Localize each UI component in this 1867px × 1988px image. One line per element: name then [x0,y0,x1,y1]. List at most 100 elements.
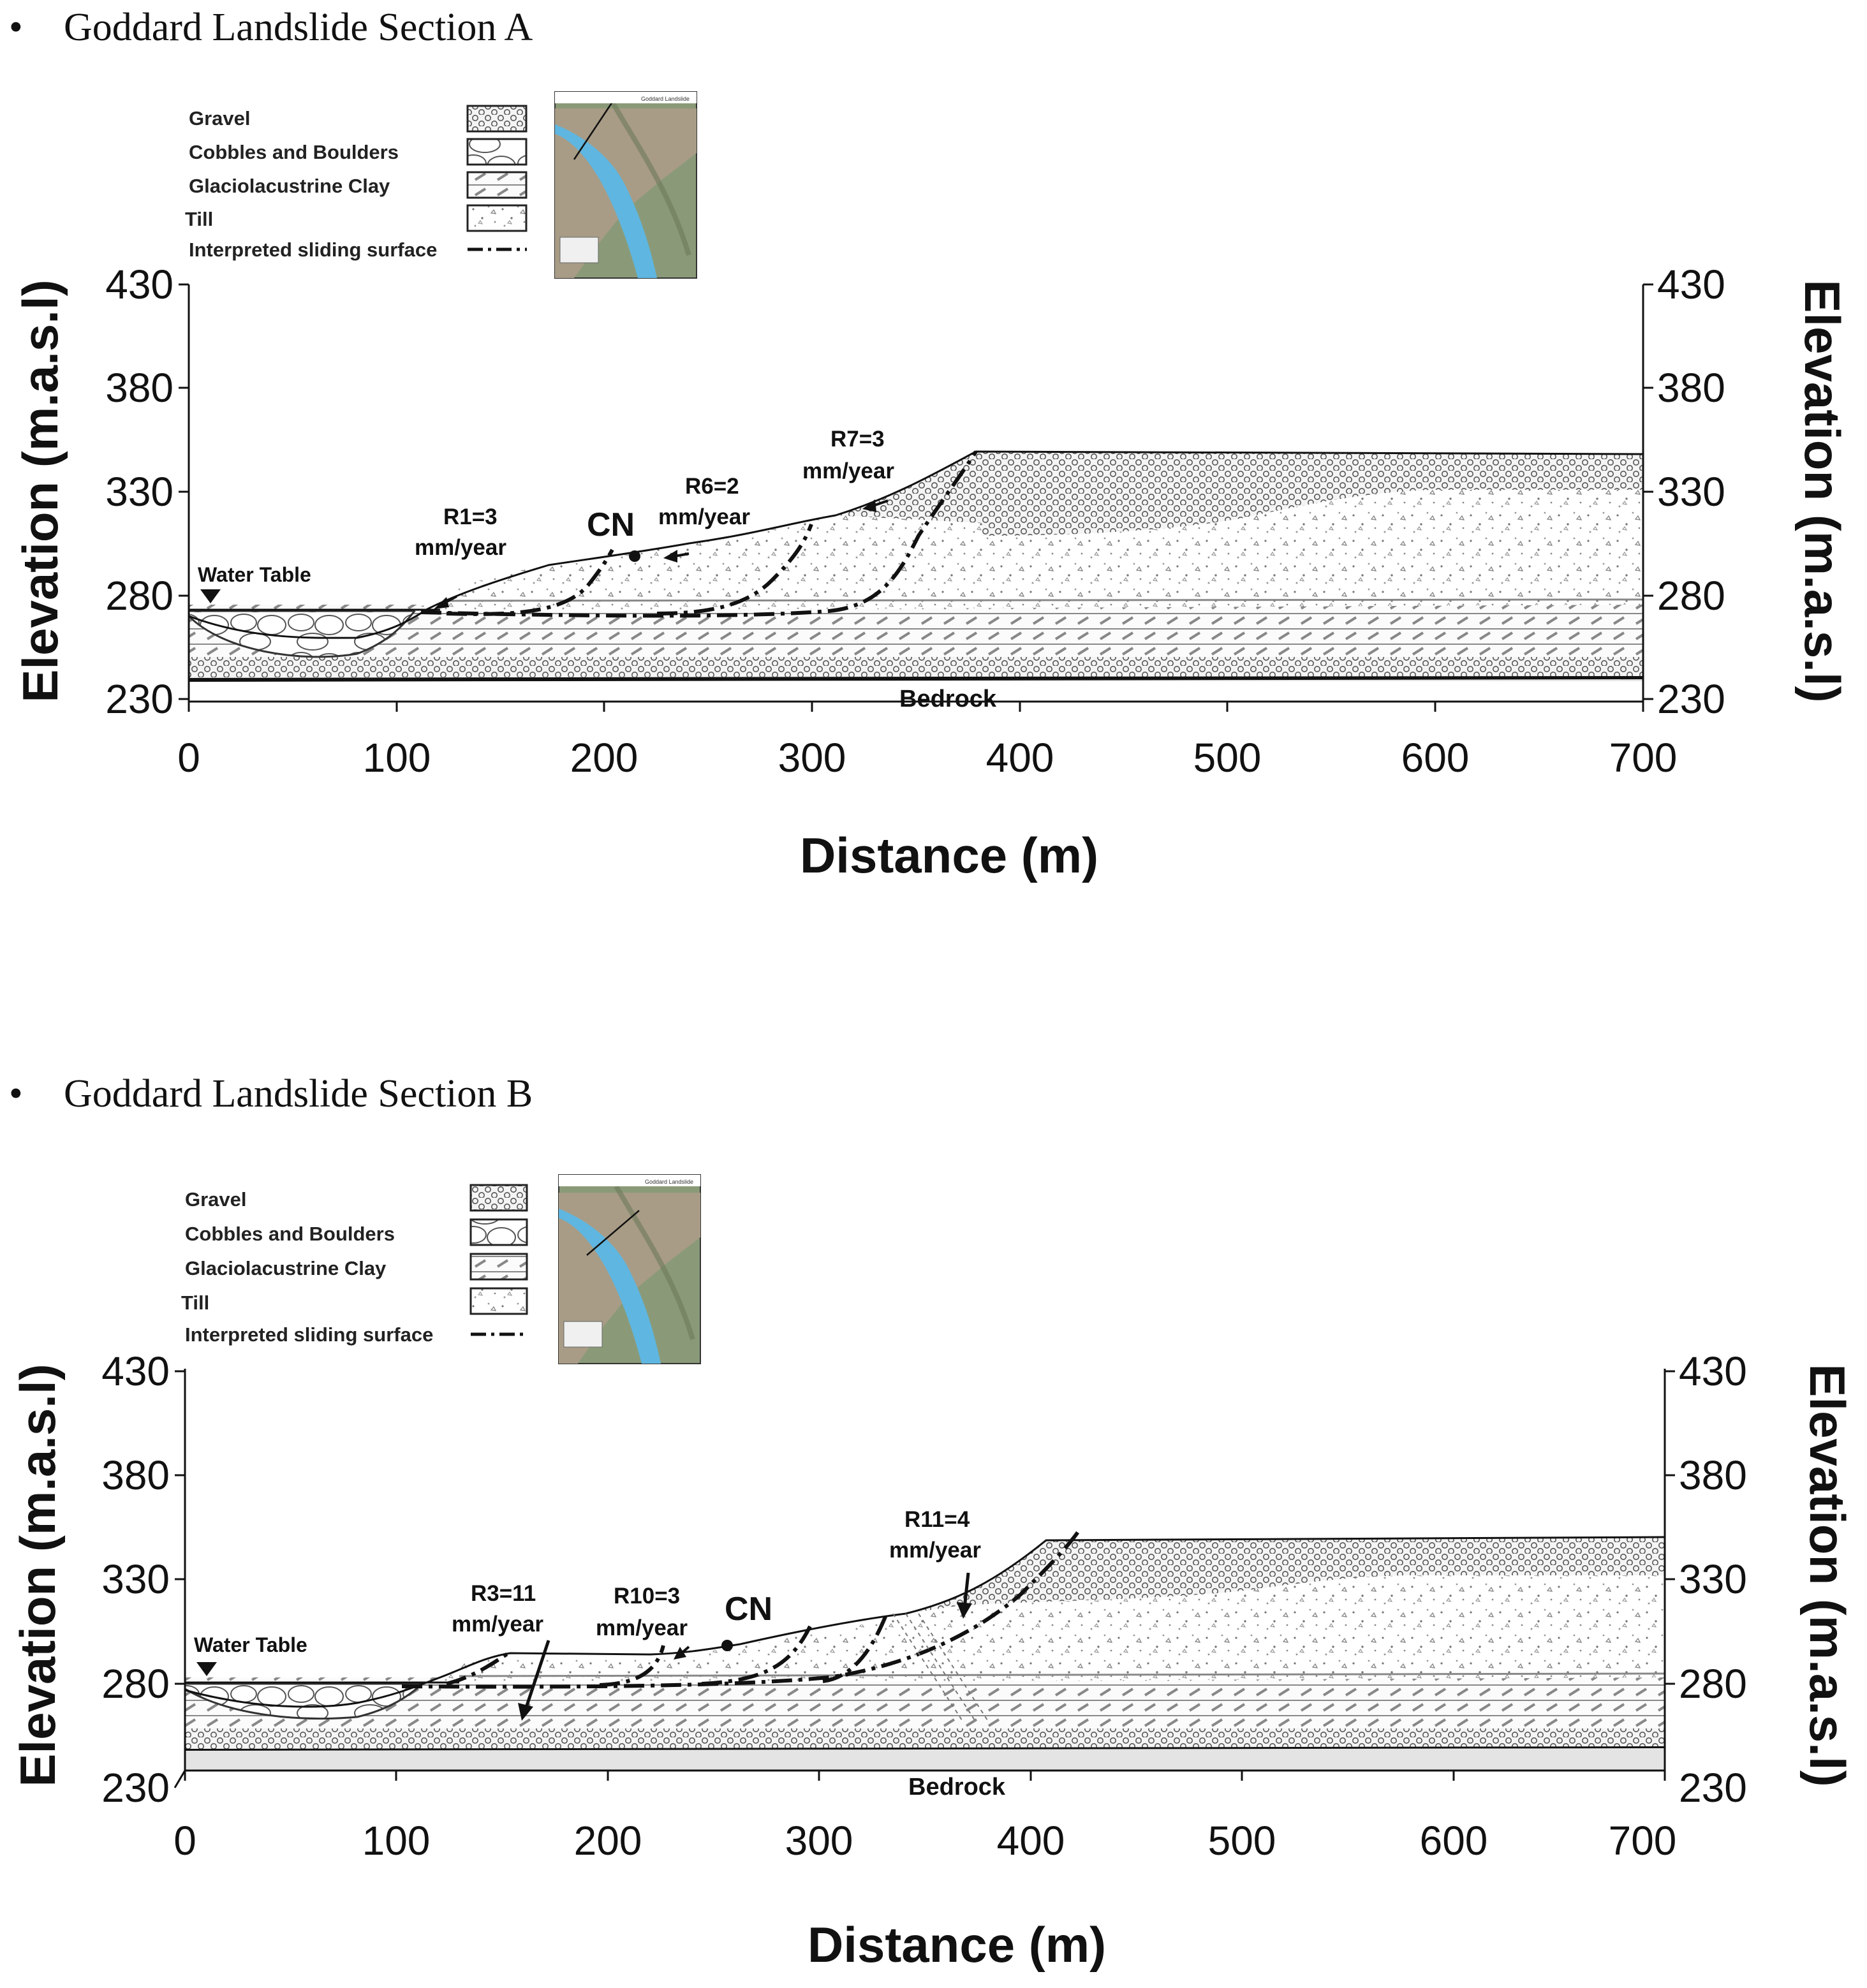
y-tick-label-right: 330 [1679,1556,1747,1602]
annotation-r3-line1: R3=11 [471,1581,536,1606]
gravel-layer-upper [836,452,1643,536]
y-axis-title-right: Elevation (m.a.s.l) [1799,1364,1856,1786]
annotation-r7-line1: R7=3 [830,427,885,452]
annotations: Water Table Bedrock R1=3 mm/year R6=2 mm… [198,427,997,712]
y-tick-label-left: 330 [105,469,173,515]
bedrock-label: Bedrock [899,686,997,712]
legend-label-sliding-surface: Interpreted sliding surface [189,239,437,261]
y-axis-title-left: Elevation (m.a.s.l) [12,279,68,702]
x-tick-label: 400 [986,735,1054,781]
legend-label-cobbles: Cobbles and Boulders [185,1223,395,1245]
y-tick-label-right: 230 [1679,1765,1747,1811]
inset-map: Goddard Landslide [554,91,697,279]
x-tick-label: 700 [1609,735,1678,781]
y-tick-label-right: 280 [1679,1661,1747,1707]
y-tick-label-right: 380 [1657,365,1725,411]
arrow-r7-icon [862,499,876,512]
clay-layer [185,1677,1665,1728]
bullet-icon: • [9,1072,23,1115]
legend-label-gravel: Gravel [189,107,251,129]
section-title: • Goddard Landslide Section B [9,1072,533,1115]
x-tick-label: 200 [570,735,638,781]
x-tick-label: 0 [177,735,200,781]
y-tick-label-left: 430 [105,261,173,307]
y-tick-label-right: 380 [1679,1452,1747,1498]
legend-label-clay: Glaciolacustrine Clay [189,175,390,197]
bedrock-layer [185,1748,1665,1772]
arrow-r3-icon [518,1703,533,1721]
arrow-r10-icon [674,1647,686,1660]
legend-label-gravel: Gravel [185,1188,247,1211]
sliding-surface-r11 [822,1612,889,1683]
y-axis-title-right: Elevation (m.a.s.l) [1794,279,1850,702]
section-b: • Goddard Landslide Section B [0,1071,1867,1988]
x-tick-label: 500 [1208,1818,1276,1864]
y-tick-label-right: 230 [1657,676,1725,722]
cobbles-layer [188,610,417,658]
legend: Gravel Cobbles and Boulders Glaciolacust… [181,1184,528,1346]
sliding-surface-deep [420,450,978,618]
x-axis-title: Distance (m) [800,827,1098,883]
legend-swatch-till [469,1287,528,1315]
section-title: • Goddard Landslide Section A [9,6,533,49]
legend-swatch-clay [466,171,528,199]
y-tick-label-left: 380 [101,1452,170,1498]
y-tick-label-right: 280 [1657,573,1725,619]
till-layer [415,490,1643,611]
x-tick-label: 300 [785,1818,853,1864]
legend-label-till: Till [181,1292,209,1314]
annotation-r10-line2: mm/year [596,1616,688,1640]
ground-surface-line [188,450,1644,639]
x-tick-label: 300 [778,735,846,781]
annotation-r11-line2: mm/year [889,1538,981,1563]
legend-swatch-gravel [469,1184,528,1212]
legend-swatch-cobbles [466,138,528,166]
x-tick-label: 600 [1401,735,1470,781]
y-tick-label-left: 230 [105,676,173,722]
legend-label-sliding-surface: Interpreted sliding surface [185,1323,433,1346]
axes: 430 380 330 280 230 430 380 330 280 230 … [10,1348,1856,1973]
x-tick-label: 600 [1420,1818,1488,1864]
x-tick-label: 100 [362,1818,431,1864]
annotation-r10-line1: R10=3 [614,1584,680,1609]
ground-surface-line [184,1536,1665,1708]
x-tick-label: 500 [1193,735,1262,781]
gravel-layer-lower [189,657,1643,677]
annotation-r3-line2: mm/year [452,1612,543,1637]
annotation-r1-line2: mm/year [415,535,506,560]
water-table-icon [196,1662,217,1676]
x-tick-label: 700 [1609,1818,1677,1864]
x-tick-label: 0 [173,1818,196,1864]
axes: 430 380 330 280 230 430 380 330 280 230 … [12,261,1850,883]
cn-point-icon [721,1640,733,1651]
y-axis-title-left: Elevation (m.a.s.l) [10,1364,66,1786]
bedrock-label: Bedrock [908,1774,1006,1800]
legend-swatch-gravel [466,105,528,133]
water-table-label: Water Table [198,563,311,586]
cn-label: CN [587,506,635,543]
cn-point-icon [629,550,640,562]
x-axis-title: Distance (m) [808,1917,1106,1973]
gravel-layer-upper [906,1537,1665,1614]
y-tick-label-right: 430 [1679,1348,1747,1394]
arrow-r1-icon [434,597,449,609]
sliding-surface-r10 [599,1645,665,1687]
water-table-icon [200,589,221,603]
legend-label-cobbles: Cobbles and Boulders [189,141,399,163]
geology-layers [184,1531,1665,1772]
sliding-surface-r1 [446,549,614,616]
annotation-r7-line2: mm/year [802,459,894,483]
sliding-surface-r10b [701,1625,812,1686]
y-tick-label-left: 330 [101,1556,170,1602]
annotation-r1-line1: R1=3 [443,504,498,529]
y-tick-label-left: 380 [105,365,173,411]
legend-label-till: Till [185,208,213,230]
till-layer [422,1575,1665,1684]
annotation-r6-line2: mm/year [658,504,750,529]
y-tick-label-left: 230 [101,1765,170,1811]
annotation-r11-line1: R11=4 [904,1507,970,1532]
annotations: Water Table Bedrock R3=11 mm/year R10=3 … [194,1507,1006,1800]
cobbles-layer [184,1682,425,1719]
x-tick-label: 400 [997,1818,1065,1864]
y-tick-label-right: 430 [1657,261,1725,307]
